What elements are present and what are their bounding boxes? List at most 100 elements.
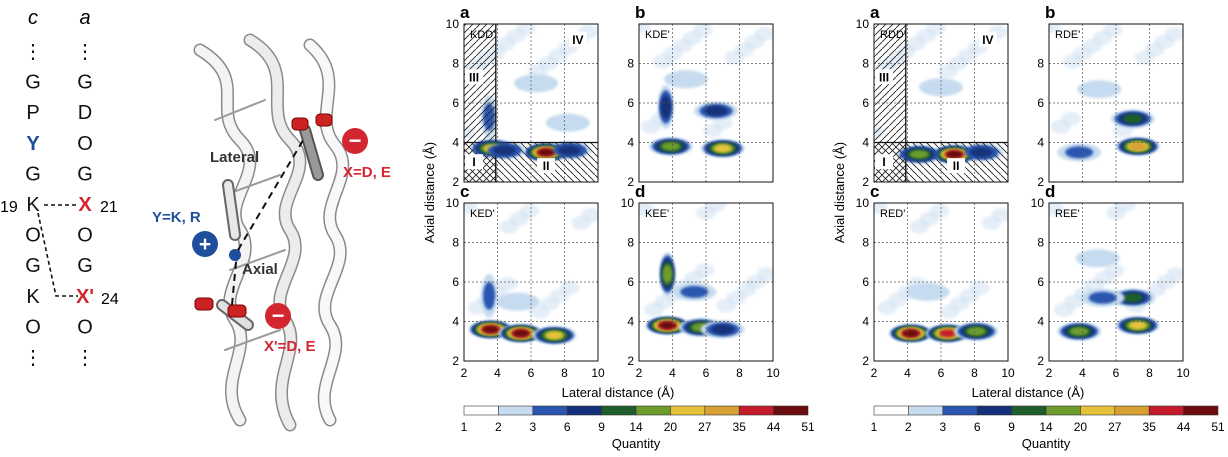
col-c-residue: Y bbox=[26, 133, 40, 155]
y-tick-label: 2 bbox=[1037, 175, 1044, 189]
density-wash bbox=[464, 203, 478, 214]
density-mark bbox=[919, 78, 963, 97]
minus-sign-top: − bbox=[349, 128, 362, 153]
density-wash bbox=[639, 24, 651, 33]
scale-swatch bbox=[1080, 405, 1116, 416]
scale-swatch bbox=[873, 405, 909, 416]
y-tick-label: 6 bbox=[452, 96, 459, 110]
panel-ticks: 2 4 6 8 bbox=[627, 57, 634, 190]
panel-frame bbox=[638, 23, 774, 183]
y-tick-label: 10 bbox=[1031, 196, 1045, 210]
density-mark bbox=[714, 144, 732, 153]
region-label-iv: IV bbox=[572, 33, 583, 47]
col-a-residue: O bbox=[77, 225, 93, 247]
y-tick-label: 10 bbox=[621, 196, 635, 210]
axial-label: Axial bbox=[242, 261, 278, 278]
x-residue-stick bbox=[291, 113, 333, 181]
region-label-bg bbox=[978, 31, 997, 47]
label-21: 21 bbox=[100, 199, 118, 216]
density-wash bbox=[874, 203, 888, 214]
panel-ticks: 2 4 6 8 10 bbox=[446, 17, 460, 189]
density-mark bbox=[1129, 321, 1147, 330]
x-tick-label: 6 bbox=[703, 366, 710, 380]
x-tick-label: 10 bbox=[1176, 366, 1190, 380]
col-a-residue: ⋮ bbox=[75, 41, 95, 63]
panel-ticks: 2 4 6 8 10 bbox=[856, 17, 870, 189]
panel-ticks: 2 4 6 8 10 2 4 6 8 10 bbox=[1031, 196, 1190, 380]
x-tick-label: 2 bbox=[1046, 366, 1053, 380]
density-mark bbox=[1065, 146, 1094, 159]
density-mark bbox=[1075, 249, 1120, 268]
y-tick-label: 10 bbox=[446, 17, 460, 31]
col-c-residue: K bbox=[26, 194, 40, 216]
y-tick-label: 2 bbox=[627, 175, 634, 189]
density-mark bbox=[513, 329, 529, 338]
y-tick-label: 8 bbox=[1037, 57, 1044, 71]
panel-name: RED' bbox=[880, 208, 905, 220]
y-tick-label: 10 bbox=[856, 17, 870, 31]
region-label-bg bbox=[875, 69, 894, 85]
x-de-label: X=D, E bbox=[343, 164, 391, 181]
y-tick-label: 8 bbox=[452, 236, 459, 250]
panel-name: RDD' bbox=[880, 29, 906, 41]
region-label-bg bbox=[465, 69, 484, 85]
density-wash bbox=[499, 219, 520, 234]
y-tick-label: 2 bbox=[627, 354, 634, 368]
scale-swatch bbox=[976, 405, 1012, 416]
y-tick-label: 4 bbox=[452, 136, 459, 150]
density-wash bbox=[652, 54, 673, 69]
scale-tick-label: 1 bbox=[871, 420, 878, 434]
panel-letter: a bbox=[870, 3, 880, 22]
y-tick-label: 6 bbox=[627, 275, 634, 289]
panel-letter: d bbox=[635, 182, 645, 201]
panel-frame bbox=[638, 202, 774, 362]
density-mark bbox=[662, 264, 673, 284]
region-label-bg bbox=[947, 158, 966, 174]
scale-tick-label: 1 bbox=[461, 420, 468, 434]
density-wash bbox=[529, 304, 550, 319]
density-mark bbox=[483, 325, 499, 334]
panel-name: KDE' bbox=[645, 29, 670, 41]
density-layer bbox=[1049, 203, 1183, 341]
x-tick-label: 2 bbox=[461, 366, 468, 380]
col-c-residue: G bbox=[25, 72, 41, 94]
col-a-residue: G bbox=[77, 255, 93, 277]
y-residue-stick bbox=[222, 179, 241, 261]
panel-name: REE' bbox=[1055, 208, 1080, 220]
density-wash bbox=[1049, 24, 1061, 33]
scale-tick-label: 27 bbox=[698, 420, 712, 434]
scale-swatch bbox=[566, 405, 602, 416]
panel-letter: d bbox=[1045, 182, 1055, 201]
col-a-header: a bbox=[79, 7, 90, 29]
x-tick-label: 6 bbox=[1113, 366, 1120, 380]
y-tick-label: 2 bbox=[452, 175, 459, 189]
region-label-i: I bbox=[882, 155, 885, 169]
density-mark bbox=[545, 331, 564, 340]
col-a-residue: O bbox=[77, 133, 93, 155]
scale-tick-label: 35 bbox=[1143, 420, 1157, 434]
scale-tick-label: 9 bbox=[598, 420, 605, 434]
density-wash bbox=[877, 300, 898, 315]
col-c-residue: G bbox=[25, 255, 41, 277]
scale-swatch bbox=[1183, 405, 1219, 416]
scale-swatch bbox=[601, 405, 637, 416]
x-tick-label: 8 bbox=[561, 366, 568, 380]
density-mark bbox=[538, 148, 554, 156]
scale-tick-label: 14 bbox=[1039, 420, 1053, 434]
region-label-i: I bbox=[472, 155, 475, 169]
y-tick-label: 4 bbox=[862, 136, 869, 150]
y-tick-label: 4 bbox=[627, 136, 634, 150]
density-mark bbox=[1122, 114, 1143, 124]
panel-letter: b bbox=[1045, 3, 1055, 22]
density-wash bbox=[571, 215, 592, 230]
minus-sign-bottom: − bbox=[272, 303, 285, 328]
negative-charge-badge-bottom: − bbox=[265, 303, 291, 329]
scale-tick-label: 2 bbox=[905, 420, 912, 434]
density-layer bbox=[639, 24, 773, 158]
panel-ticks: 2 4 6 8 10 2 4 6 8 10 bbox=[856, 196, 1015, 380]
region-label-iii: III bbox=[879, 70, 889, 84]
panel-frame bbox=[463, 202, 599, 362]
y-tick-label: 4 bbox=[627, 315, 634, 329]
y-tick-label: 6 bbox=[862, 275, 869, 289]
